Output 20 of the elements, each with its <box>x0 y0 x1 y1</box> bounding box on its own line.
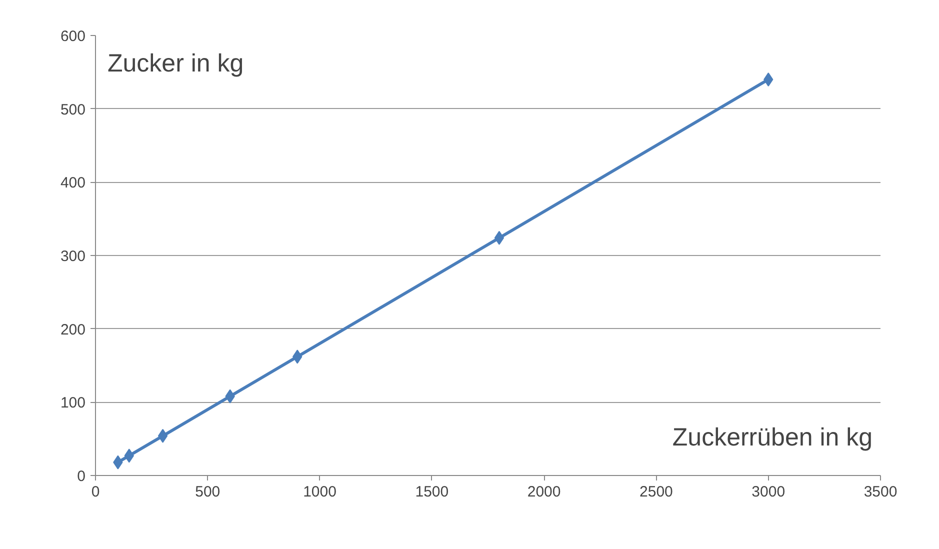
y-tick-label: 500 <box>60 101 86 118</box>
x-tick-label: 1000 <box>303 484 336 500</box>
x-tick-label: 3500 <box>864 484 898 500</box>
y-tick-label: 0 <box>77 468 86 485</box>
point <box>764 72 774 86</box>
y-tick-label: 600 <box>60 28 86 45</box>
y-tick-label: 100 <box>60 394 86 412</box>
x-tick-label: 2000 <box>527 484 561 500</box>
y-tick-label: 400 <box>60 174 86 192</box>
y-tick-label: 300 <box>60 248 86 265</box>
point <box>494 230 504 245</box>
x-tick-label: 500 <box>195 484 220 500</box>
y-tick-label: 200 <box>60 321 86 338</box>
x-axis-title: Zuckerrüben in kg <box>672 424 873 452</box>
x-tick-label: 1500 <box>415 484 449 500</box>
point <box>158 428 168 443</box>
x-tick-label: 0 <box>91 484 100 500</box>
x-tick-label: 3000 <box>752 484 786 500</box>
y-axis-title: Zucker in kg <box>108 50 244 78</box>
x-tick-label: 2500 <box>640 484 673 500</box>
